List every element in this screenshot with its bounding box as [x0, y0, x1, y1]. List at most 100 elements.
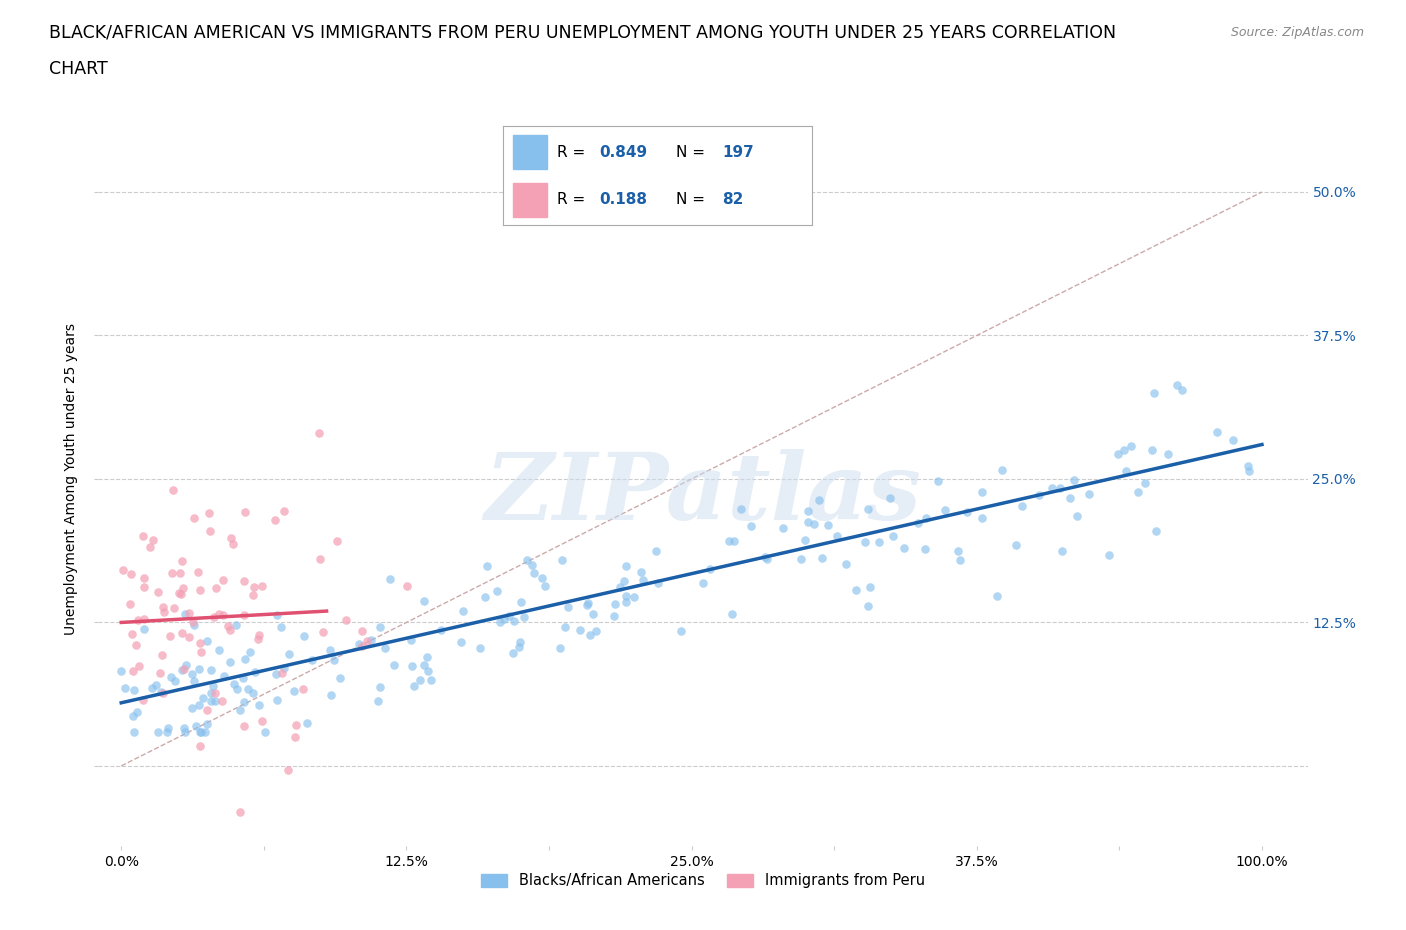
Y-axis label: Unemployment Among Youth under 25 years: Unemployment Among Youth under 25 years	[65, 323, 79, 635]
Point	[125, 638, 148, 653]
Point	[176, 658, 198, 673]
Point	[122, 683, 145, 698]
Point	[515, 553, 537, 568]
Point	[576, 596, 599, 611]
Point	[335, 613, 357, 628]
Point	[352, 639, 374, 654]
Point	[1171, 382, 1194, 397]
Point	[416, 649, 439, 664]
Point	[585, 623, 607, 638]
Point	[756, 551, 779, 566]
Point	[509, 595, 531, 610]
Point	[868, 535, 890, 550]
Point	[879, 491, 901, 506]
Point	[718, 534, 741, 549]
Point	[188, 738, 211, 753]
Point	[915, 511, 938, 525]
Point	[277, 646, 299, 661]
Point	[132, 621, 155, 636]
Point	[236, 681, 259, 696]
Point	[188, 724, 211, 739]
Point	[111, 563, 134, 578]
Point	[233, 695, 256, 710]
Point	[321, 688, 343, 703]
Point	[856, 501, 879, 516]
Point	[399, 632, 422, 647]
Point	[204, 580, 226, 595]
Point	[396, 578, 419, 593]
Point	[229, 703, 252, 718]
Point	[233, 652, 256, 667]
Point	[492, 612, 515, 627]
Point	[853, 535, 876, 550]
Point	[754, 550, 776, 565]
Point	[576, 598, 599, 613]
Point	[1206, 425, 1229, 440]
Text: Source: ZipAtlas.com: Source: ZipAtlas.com	[1230, 26, 1364, 39]
Point	[183, 618, 205, 633]
Point	[218, 623, 240, 638]
Point	[579, 628, 602, 643]
Point	[502, 646, 524, 661]
Point	[195, 716, 218, 731]
Point	[202, 610, 225, 625]
Point	[188, 582, 211, 597]
Point	[211, 608, 233, 623]
Legend: Blacks/African Americans, Immigrants from Peru: Blacks/African Americans, Immigrants fro…	[475, 868, 931, 894]
Point	[1144, 524, 1167, 538]
Point	[1166, 378, 1188, 392]
Point	[211, 694, 233, 709]
Point	[825, 529, 848, 544]
Point	[352, 624, 374, 639]
Point	[370, 619, 392, 634]
Point	[692, 576, 714, 591]
Point	[181, 615, 204, 630]
Point	[284, 729, 307, 744]
Point	[233, 505, 256, 520]
Point	[121, 627, 143, 642]
Point	[401, 658, 423, 673]
Point	[856, 598, 879, 613]
Point	[222, 537, 245, 551]
Point	[297, 716, 319, 731]
Point	[242, 685, 264, 700]
Point	[232, 671, 254, 685]
Point	[1107, 447, 1129, 462]
Point	[419, 672, 441, 687]
Point	[927, 473, 949, 488]
Point	[382, 658, 405, 672]
Point	[146, 724, 169, 739]
Point	[485, 583, 508, 598]
Point	[200, 685, 222, 700]
Point	[186, 719, 208, 734]
Point	[956, 504, 979, 519]
Point	[174, 606, 197, 621]
Point	[198, 524, 221, 538]
Point	[1028, 488, 1050, 503]
Point	[882, 529, 904, 544]
Point	[613, 573, 636, 588]
Point	[110, 664, 132, 679]
Point	[170, 553, 193, 568]
Point	[475, 559, 498, 574]
Point	[803, 516, 825, 531]
Point	[614, 559, 637, 574]
Point	[699, 562, 721, 577]
Point	[187, 661, 209, 676]
Point	[149, 665, 172, 680]
Point	[404, 678, 426, 693]
Point	[740, 519, 762, 534]
Point	[323, 653, 346, 668]
Point	[1237, 458, 1260, 473]
Point	[356, 633, 378, 648]
Point	[142, 533, 165, 548]
Point	[197, 506, 219, 521]
Point	[647, 576, 669, 591]
Point	[134, 612, 156, 627]
Point	[169, 587, 191, 602]
Point	[181, 667, 204, 682]
Point	[160, 565, 183, 580]
Point	[187, 698, 209, 713]
Point	[233, 718, 256, 733]
Point	[253, 724, 276, 739]
